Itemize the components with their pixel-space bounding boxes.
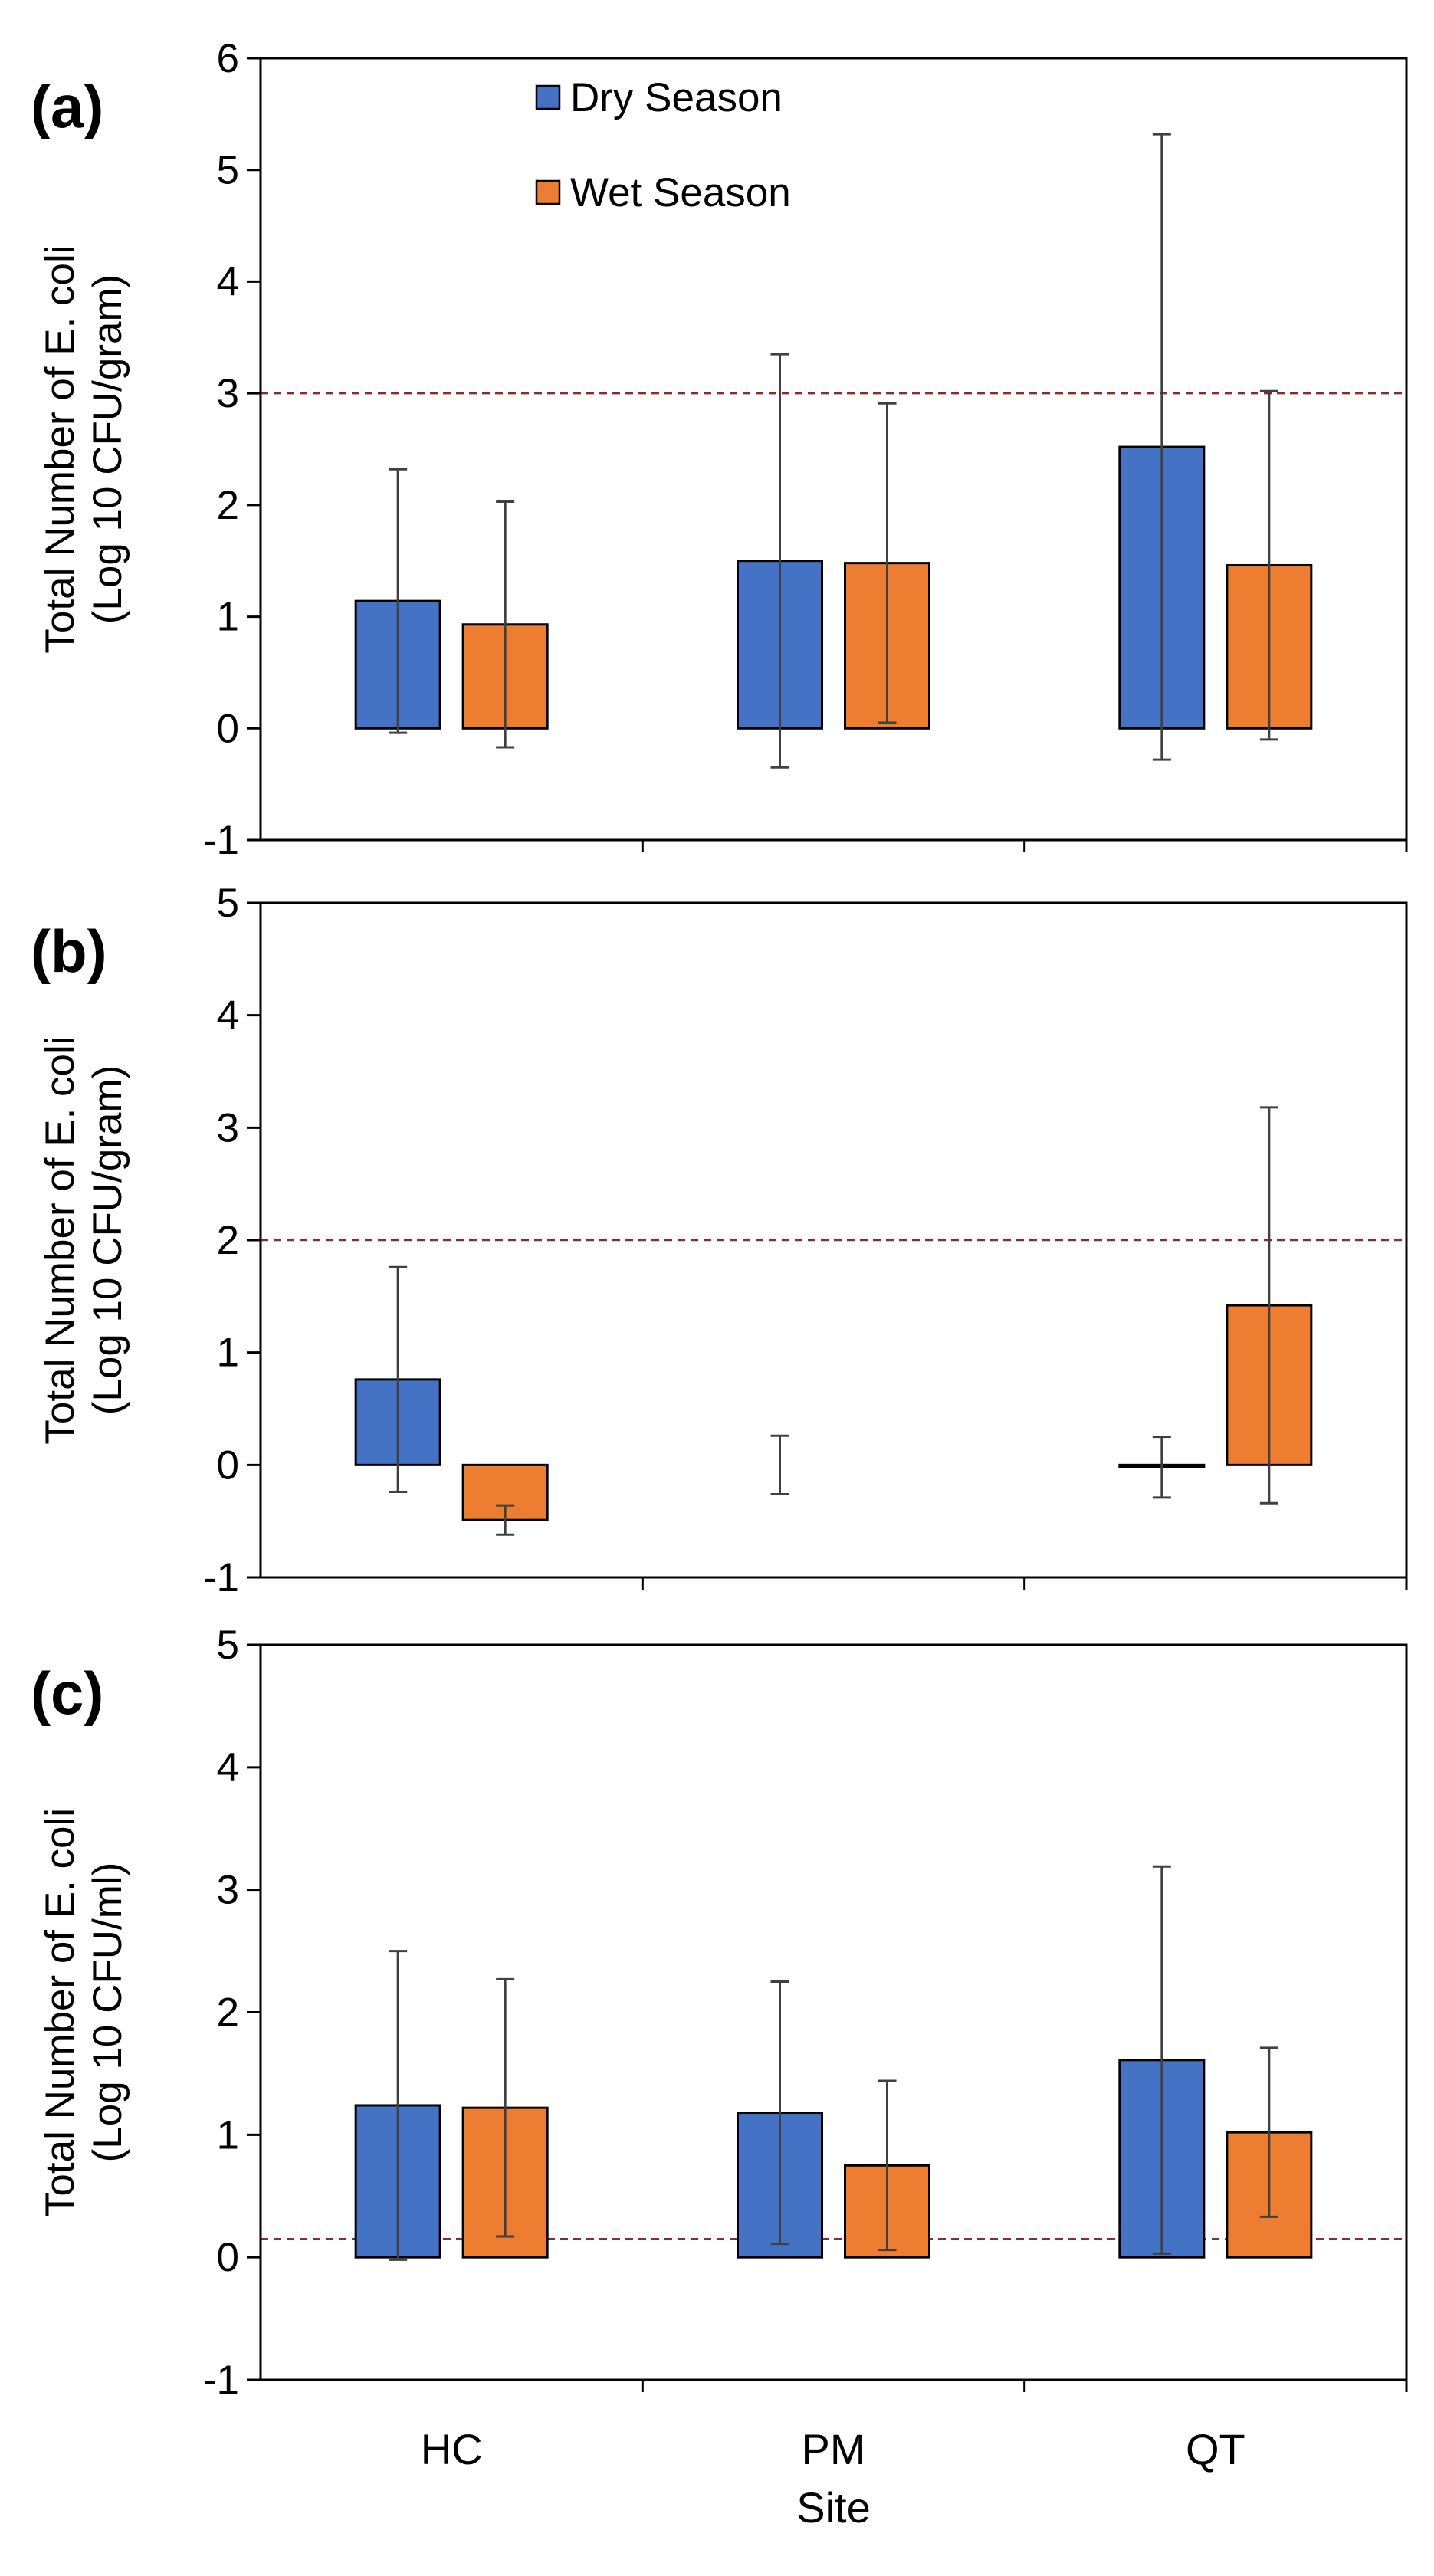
legend-label-dry: Dry Season	[570, 75, 783, 120]
legend-swatch-wet	[535, 179, 561, 205]
y-tick-label: -1	[203, 2358, 239, 2403]
x-axis-title: Site	[796, 2483, 871, 2532]
panel-label: (b)	[31, 917, 107, 985]
y-tick-label: 5	[217, 148, 239, 193]
y-tick-label: -1	[203, 818, 239, 863]
y-tick-label: 1	[217, 2112, 239, 2158]
y-tick-label: 1	[217, 1331, 239, 1376]
plot-frame	[259, 1643, 1408, 2381]
y-axis-title: Total Number of E. coli(Log 10 CFU/gram)	[38, 244, 130, 653]
y-tick-label: 0	[217, 2235, 239, 2280]
y-tick-label: 1	[217, 595, 239, 640]
y-tick-label: -1	[203, 1555, 239, 1600]
y-tick-label: 4	[217, 993, 239, 1039]
chart-panel-2: -1 0 1 2 3 4 5 (b) Total Number of E. coli(Log 1…	[31, 881, 1408, 1600]
y-axis-title: Total Number of E. coli(Log 10 CFU/ml)	[38, 1808, 130, 2217]
legend-label-wet: Wet Season	[570, 170, 791, 215]
y-tick-label: 4	[217, 259, 239, 304]
chart-panel-1: -1 0 1 2 3 4 5 6 (a) Total Number of E. coli(Log …	[31, 36, 1408, 863]
y-tick-label: 0	[217, 1442, 239, 1488]
y-axis-title-line: (Log 10 CFU/gram)	[85, 1065, 130, 1416]
y-axis-title-line: Total Number of E. coli	[38, 1808, 83, 2217]
y-tick-label: 5	[217, 881, 239, 926]
x-category-label: PM	[802, 2425, 866, 2473]
y-axis-title-line: Total Number of E. coli	[38, 1035, 83, 1444]
y-tick-label: 4	[217, 1745, 239, 1790]
x-category-label: QT	[1186, 2425, 1245, 2473]
y-axis-title-line: (Log 10 CFU/ml)	[85, 1862, 130, 2163]
legend-swatch-dry	[535, 84, 561, 110]
panel-label: (a)	[31, 73, 103, 140]
y-tick-label: 5	[217, 1623, 239, 1668]
y-axis-title-line: Total Number of E. coli	[38, 244, 83, 653]
y-tick-label: 0	[217, 706, 239, 751]
y-tick-label: 3	[217, 371, 239, 416]
y-tick-label: 2	[217, 1990, 239, 2036]
y-tick-label: 3	[217, 1105, 239, 1150]
y-axis-title: Total Number of E. coli(Log 10 CFU/gram)	[38, 1035, 130, 1444]
chart-panel-3: -1 0 1 2 3 4 5 (c) Total Number of E. coli(Log 1…	[31, 1623, 1408, 2532]
y-tick-label: 2	[217, 1218, 239, 1263]
panel-label: (c)	[31, 1659, 103, 1727]
x-category-label: HC	[421, 2425, 483, 2473]
y-tick-label: 3	[217, 1868, 239, 1913]
y-tick-label: 2	[217, 483, 239, 528]
plot-frame	[259, 57, 1408, 842]
y-tick-label: 6	[217, 36, 239, 81]
y-axis-title-line: (Log 10 CFU/gram)	[85, 274, 130, 625]
